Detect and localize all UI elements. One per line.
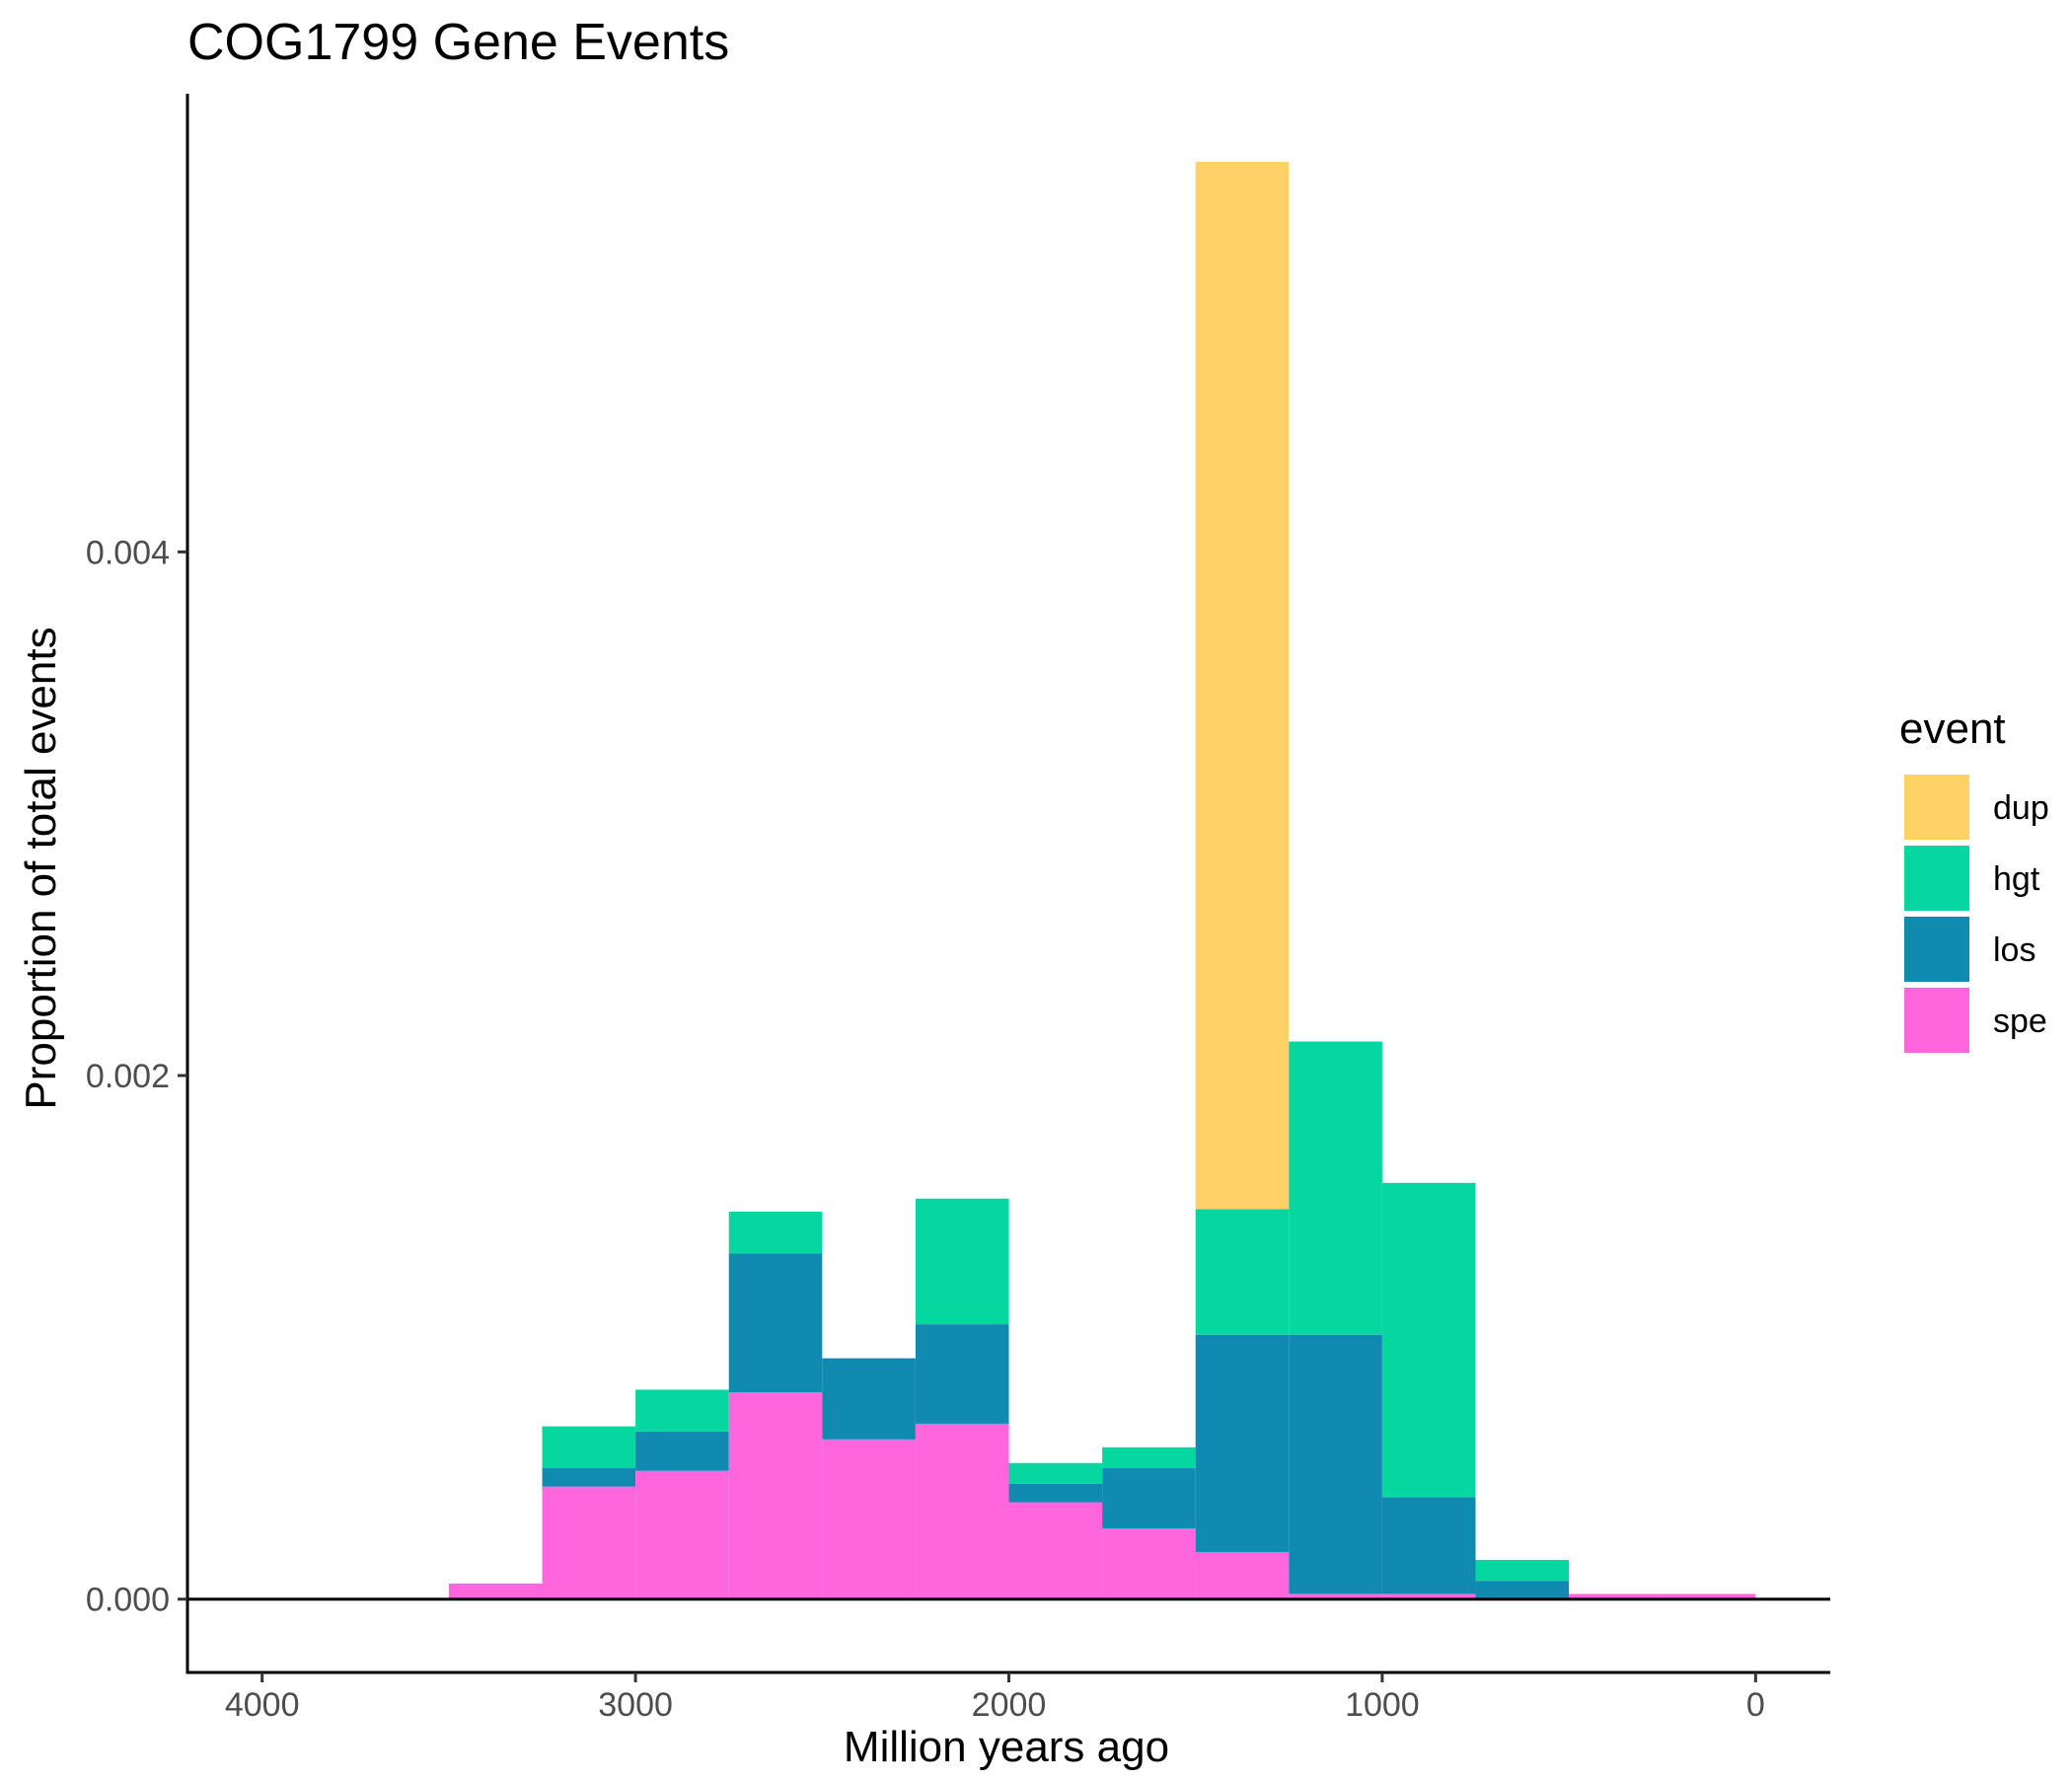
bar-los-1875: [1008, 1483, 1103, 1503]
bar-los-2125: [915, 1324, 1009, 1424]
y-tick-label: 0.002: [86, 1058, 170, 1095]
bar-hgt-1875: [1008, 1462, 1103, 1484]
bar-los-1125: [1289, 1334, 1382, 1595]
bar-hgt-2625: [728, 1212, 823, 1254]
bar-spe-2125: [915, 1423, 1009, 1599]
bar-los-1625: [1102, 1468, 1196, 1529]
legend-swatch-dup: [1904, 775, 1969, 840]
legend: event dup hgt los spe: [1899, 705, 2049, 1053]
bar-los-2875: [635, 1431, 729, 1471]
legend-label-los: los: [1993, 931, 2035, 969]
bar-spe-3125: [542, 1486, 636, 1599]
x-tick-label: 2000: [972, 1686, 1047, 1724]
bars-layer: [448, 161, 1756, 1599]
bar-los-625: [1475, 1581, 1570, 1599]
bar-hgt-625: [1475, 1559, 1570, 1582]
chart-title: COG1799 Gene Events: [187, 14, 729, 71]
x-tick-label: 1000: [1345, 1686, 1420, 1724]
bar-los-2625: [728, 1253, 823, 1393]
bar-los-2375: [822, 1358, 916, 1440]
bar-hgt-875: [1381, 1182, 1476, 1498]
bar-hgt-2875: [635, 1389, 729, 1432]
x-tick-label: 4000: [225, 1686, 300, 1724]
legend-swatch-los: [1904, 917, 1969, 982]
bar-hgt-1375: [1195, 1209, 1290, 1335]
bar-spe-875: [1381, 1594, 1476, 1599]
bar-spe-2625: [728, 1392, 823, 1599]
x-tick-label: 3000: [598, 1686, 673, 1724]
axes-layer: 0.000 0.002 0.004 4000 3000 2000 1000 0: [86, 94, 1830, 1724]
legend-swatch-spe: [1904, 988, 1969, 1053]
bar-hgt-3125: [542, 1426, 636, 1469]
legend-label-hgt: hgt: [1993, 860, 2040, 898]
bar-los-1375: [1195, 1334, 1290, 1552]
bar-spe-1125: [1289, 1594, 1382, 1599]
bar-dup-1375: [1195, 161, 1290, 1210]
bar-hgt-1125: [1289, 1041, 1382, 1335]
legend-title: event: [1899, 705, 2006, 753]
bar-spe-1375: [1195, 1551, 1290, 1599]
bar-los-875: [1381, 1497, 1476, 1595]
bar-spe-2875: [635, 1470, 729, 1599]
bar-los-3125: [542, 1468, 636, 1487]
bar-spe-1875: [1008, 1502, 1103, 1599]
x-axis-title: Million years ago: [844, 1723, 1169, 1771]
legend-label-spe: spe: [1993, 1002, 2047, 1040]
bar-hgt-2125: [915, 1198, 1009, 1325]
legend-label-dup: dup: [1993, 789, 2049, 827]
x-tick-label: 0: [1746, 1686, 1765, 1724]
bar-spe-1625: [1102, 1528, 1196, 1599]
bar-spe-375: [1569, 1594, 1663, 1599]
bar-hgt-1625: [1102, 1447, 1196, 1469]
y-tick-label: 0.004: [86, 534, 170, 571]
y-tick-label: 0.000: [86, 1582, 170, 1619]
bar-spe-3375: [448, 1583, 543, 1599]
legend-swatch-hgt: [1904, 846, 1969, 911]
y-axis-title: Proportion of total events: [17, 627, 65, 1109]
bar-spe-2375: [822, 1439, 916, 1599]
bar-spe-125: [1662, 1594, 1756, 1599]
